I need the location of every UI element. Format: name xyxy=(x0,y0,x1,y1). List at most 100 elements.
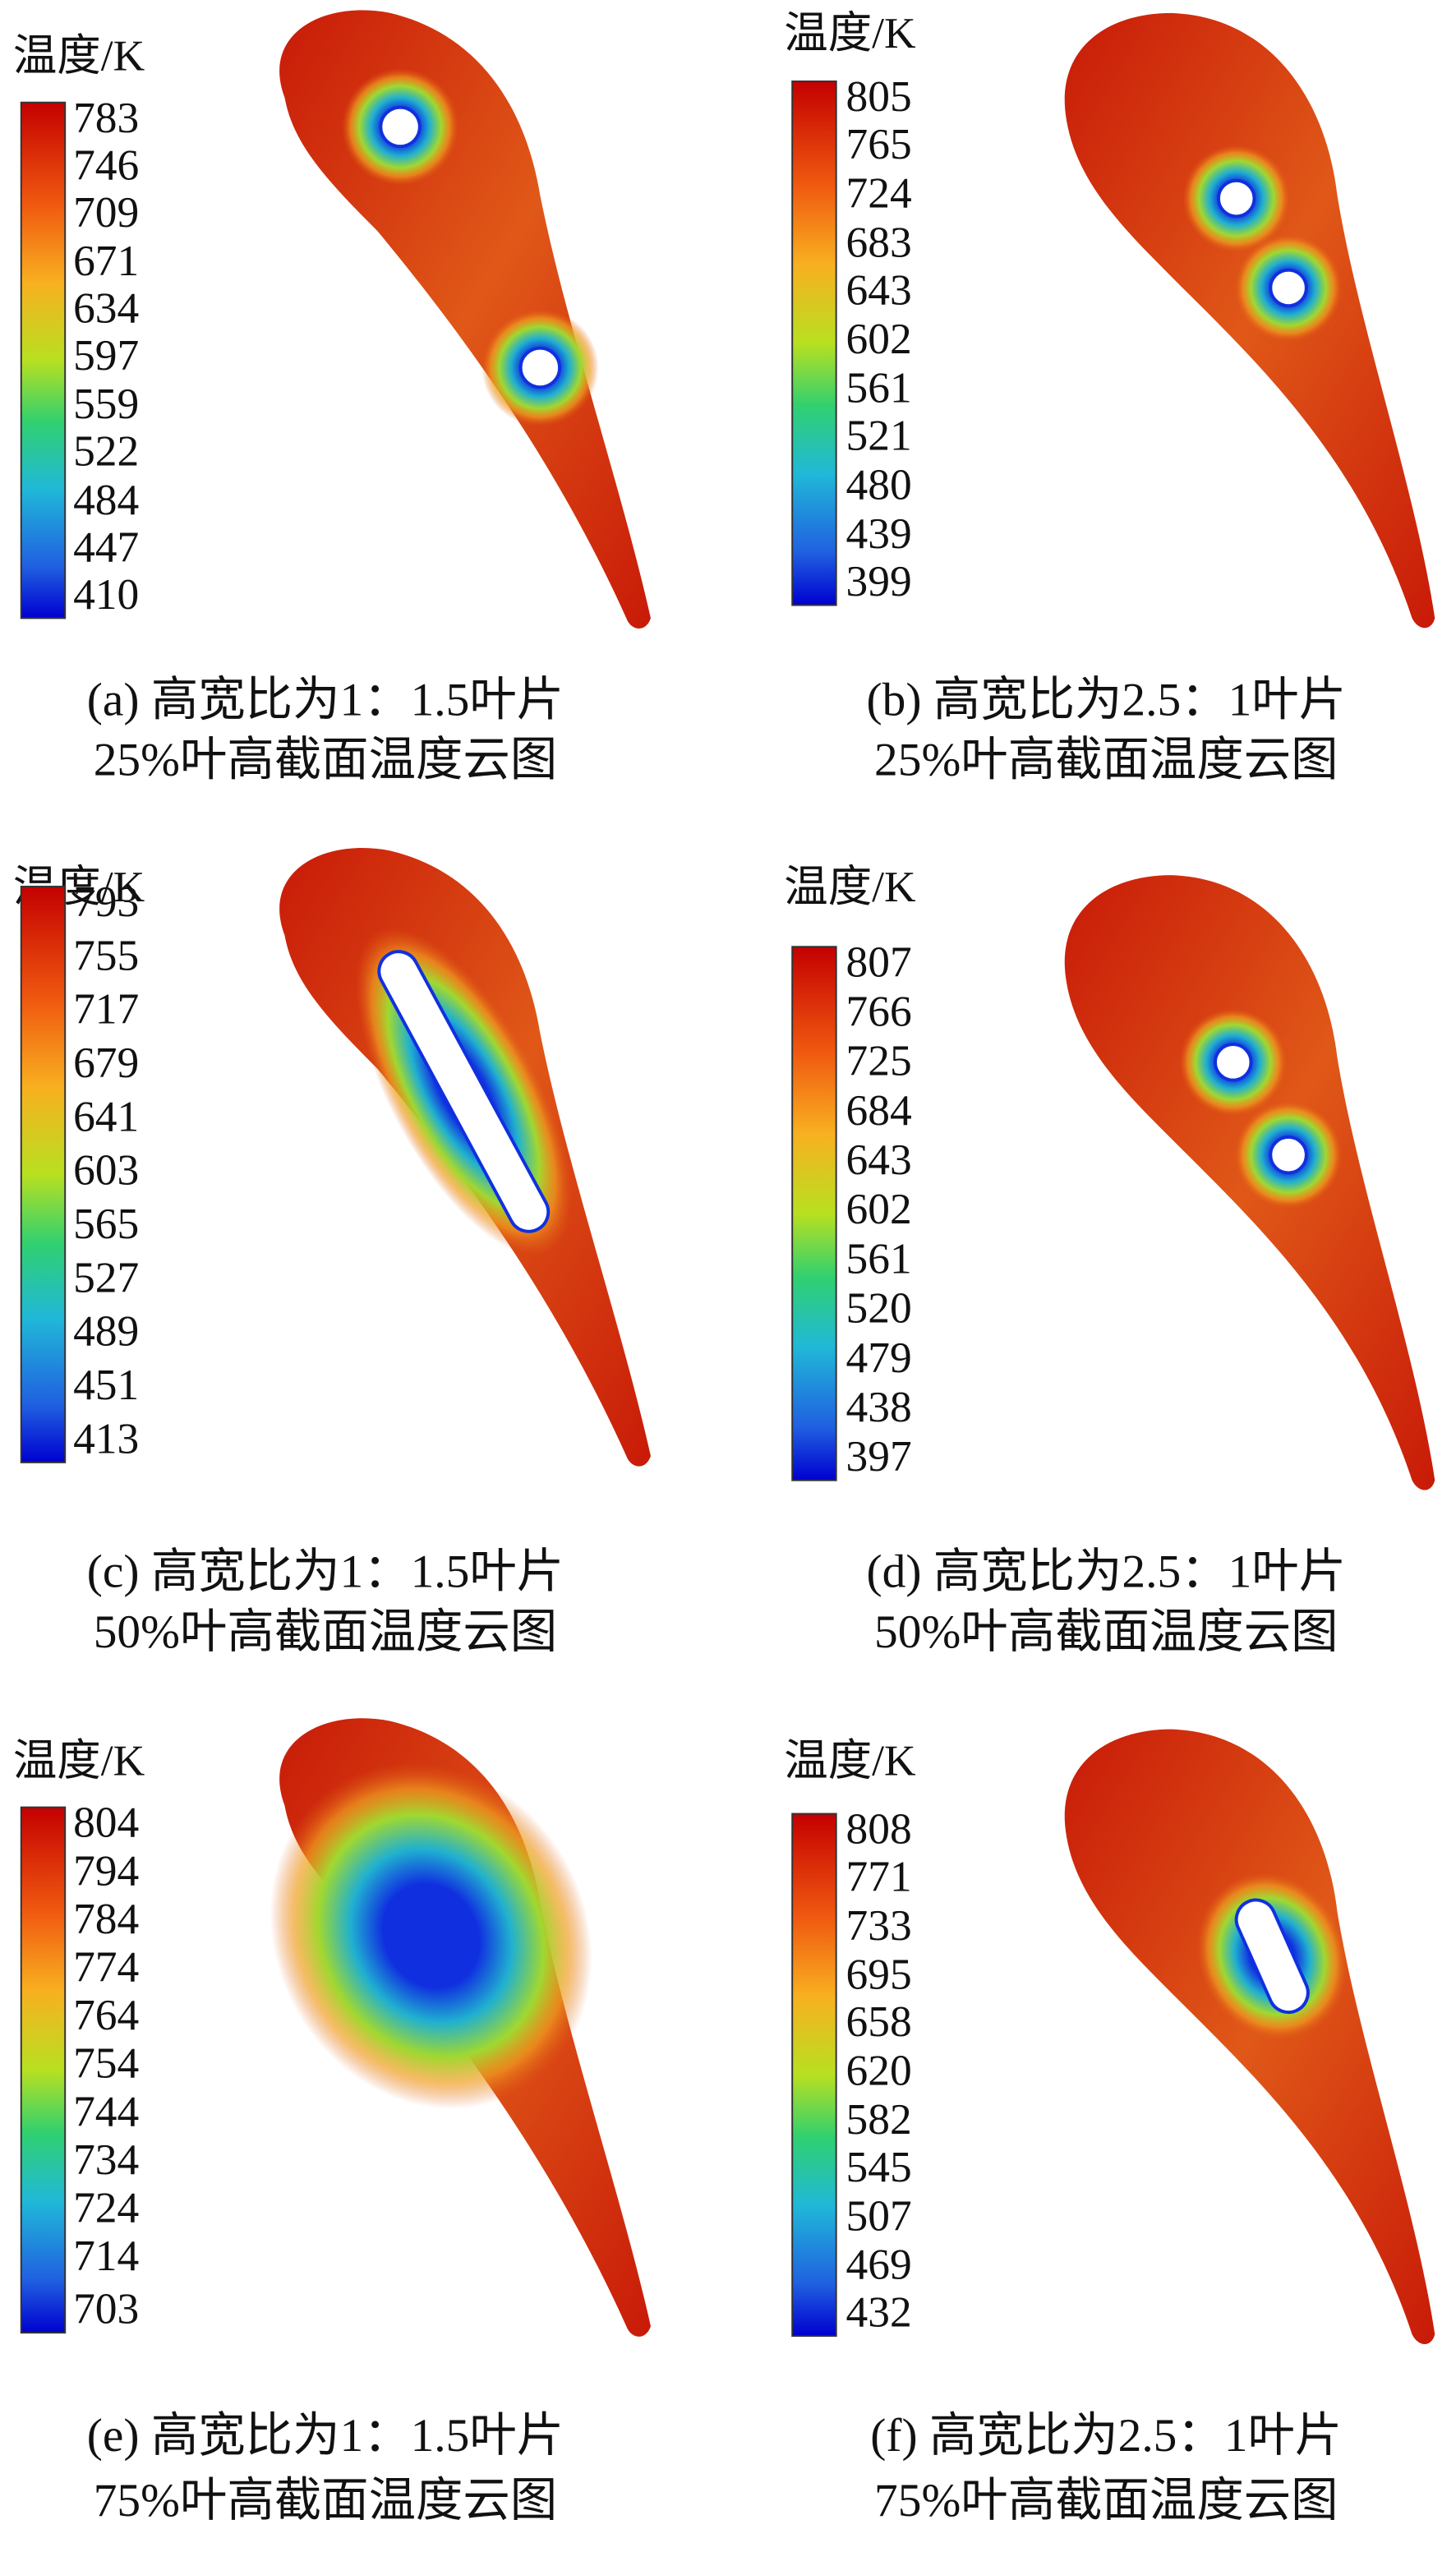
colorbar-tick-label: 805 xyxy=(846,71,912,121)
cooling-slot xyxy=(377,950,551,1233)
colorbar-tick-label: 522 xyxy=(73,426,139,476)
cooling-hole xyxy=(518,346,562,389)
colorbar-tick-label: 484 xyxy=(73,475,139,524)
colorbar-tick-label: 643 xyxy=(846,1135,912,1184)
colorbar xyxy=(791,1813,837,2338)
colorbar-tick-label: 771 xyxy=(846,1851,912,1900)
colorbar-tick-label: 603 xyxy=(73,1145,139,1195)
colorbar-title: 温度/K xyxy=(784,1735,916,1785)
colorbar-tick-label: 764 xyxy=(73,1990,139,2039)
colorbar-tick-label: 521 xyxy=(846,411,912,460)
colorbar-tick-label: 641 xyxy=(73,1091,139,1140)
colorbar-tick-label: 684 xyxy=(846,1085,912,1135)
colorbar-tick-label: 602 xyxy=(846,1184,912,1233)
colorbar xyxy=(791,81,837,606)
colorbar-tick-label: 469 xyxy=(846,2240,912,2289)
colorbar-tick-label: 754 xyxy=(73,2038,139,2088)
caption-line: 50%叶高截面温度云图 xyxy=(874,1606,1338,1658)
colorbar-tick-label: 438 xyxy=(846,1382,912,1431)
colorbar-title: 温度/K xyxy=(784,8,916,58)
colorbar-tick-label: 766 xyxy=(846,986,912,1035)
colorbar-tick-label: 559 xyxy=(73,379,139,428)
blade xyxy=(279,10,651,629)
colorbar-tick-label: 439 xyxy=(846,509,912,558)
colorbar-tick-label: 733 xyxy=(846,1900,912,1950)
colorbar-tick-label: 746 xyxy=(73,140,139,189)
colorbar-tick-label: 634 xyxy=(73,283,139,332)
colorbar-tick-label: 480 xyxy=(846,459,912,509)
caption-line: 25%叶高截面温度云图 xyxy=(94,735,557,786)
cooling-hole xyxy=(1216,178,1256,219)
caption-line: 75%叶高截面温度云图 xyxy=(874,2475,1338,2527)
cold-zone xyxy=(270,1762,592,2109)
colorbar-tick-label: 658 xyxy=(846,1997,912,2046)
caption-line: 75%叶高截面温度云图 xyxy=(94,2475,557,2527)
caption-line: (b) 高宽比为2.5：1叶片 xyxy=(867,674,1347,726)
cooling-hole xyxy=(1269,1135,1308,1175)
colorbar-tick-label: 793 xyxy=(73,877,139,926)
colorbar-tick-label: 808 xyxy=(846,1804,912,1854)
cooling-slot xyxy=(1234,1898,1310,2015)
colorbar-tick-label: 561 xyxy=(846,363,912,412)
colorbar-tick-label: 714 xyxy=(73,2231,139,2280)
colorbar-tick-label: 717 xyxy=(73,984,139,1034)
colorbar-tick-label: 683 xyxy=(846,217,912,266)
colorbar-tick-label: 783 xyxy=(73,93,139,142)
colorbar-tick-label: 724 xyxy=(846,168,912,218)
colorbar-tick-label: 451 xyxy=(73,1360,139,1409)
blade-shape xyxy=(279,10,651,629)
caption-line: (f) 高宽比为2.5：1叶片 xyxy=(870,2410,1342,2462)
caption-line: (a) 高宽比为1：1.5叶片 xyxy=(87,674,564,726)
colorbar-tick-label: 507 xyxy=(846,2190,912,2240)
colorbar-tick-label: 410 xyxy=(73,569,139,619)
cooling-hole xyxy=(1213,1043,1253,1082)
colorbar-tick-label: 695 xyxy=(846,1949,912,1998)
colorbar-tick-label: 765 xyxy=(846,119,912,168)
colorbar-title: 温度/K xyxy=(784,862,916,911)
colorbar-tick-label: 399 xyxy=(846,556,912,606)
caption-line: 50%叶高截面温度云图 xyxy=(94,1606,557,1658)
colorbar-tick-label: 703 xyxy=(73,2284,139,2333)
colorbar-tick-label: 709 xyxy=(73,187,139,237)
colorbar-tick-label: 734 xyxy=(73,2135,139,2184)
colorbar-tick-label: 602 xyxy=(846,314,912,363)
colorbar-title: 温度/K xyxy=(13,31,145,81)
colorbar-tick-label: 432 xyxy=(846,2287,912,2337)
colorbar-tick-label: 671 xyxy=(73,236,139,285)
colorbar xyxy=(20,886,67,1463)
colorbar-tick-label: 620 xyxy=(846,2046,912,2095)
colorbar-tick-label: 545 xyxy=(846,2142,912,2191)
cooling-hole xyxy=(379,105,422,149)
caption-line: (c) 高宽比为1：1.5叶片 xyxy=(87,1546,564,1598)
colorbar-tick-label: 643 xyxy=(846,265,912,314)
colorbar-tick-label: 784 xyxy=(73,1894,139,1943)
colorbar-tick-label: 794 xyxy=(73,1845,139,1895)
colorbar-tick-label: 447 xyxy=(73,522,139,571)
colorbar-tick-label: 520 xyxy=(846,1283,912,1333)
colorbar-tick-label: 565 xyxy=(73,1199,139,1248)
colorbar-tick-label: 397 xyxy=(846,1431,912,1481)
colorbar xyxy=(20,101,67,620)
colorbar-tick-label: 679 xyxy=(73,1038,139,1087)
colorbar-tick-label: 724 xyxy=(73,2183,139,2232)
colorbar-tick-label: 413 xyxy=(73,1413,139,1463)
colorbar-tick-label: 774 xyxy=(73,1942,139,1991)
colorbar-tick-label: 807 xyxy=(846,937,912,986)
colorbar xyxy=(20,1806,67,2334)
colorbar-tick-label: 479 xyxy=(846,1333,912,1382)
blade xyxy=(1064,1729,1435,2344)
colorbar-tick-label: 744 xyxy=(73,2086,139,2135)
caption-line: (d) 高宽比为2.5：1叶片 xyxy=(867,1546,1347,1598)
cooling-hole xyxy=(1269,268,1308,308)
colorbar-tick-label: 582 xyxy=(846,2094,912,2144)
colorbar-tick-label: 561 xyxy=(846,1233,912,1283)
colorbar-tick-label: 527 xyxy=(73,1252,139,1301)
colorbar xyxy=(791,946,837,1481)
colorbar-tick-label: 725 xyxy=(846,1036,912,1085)
